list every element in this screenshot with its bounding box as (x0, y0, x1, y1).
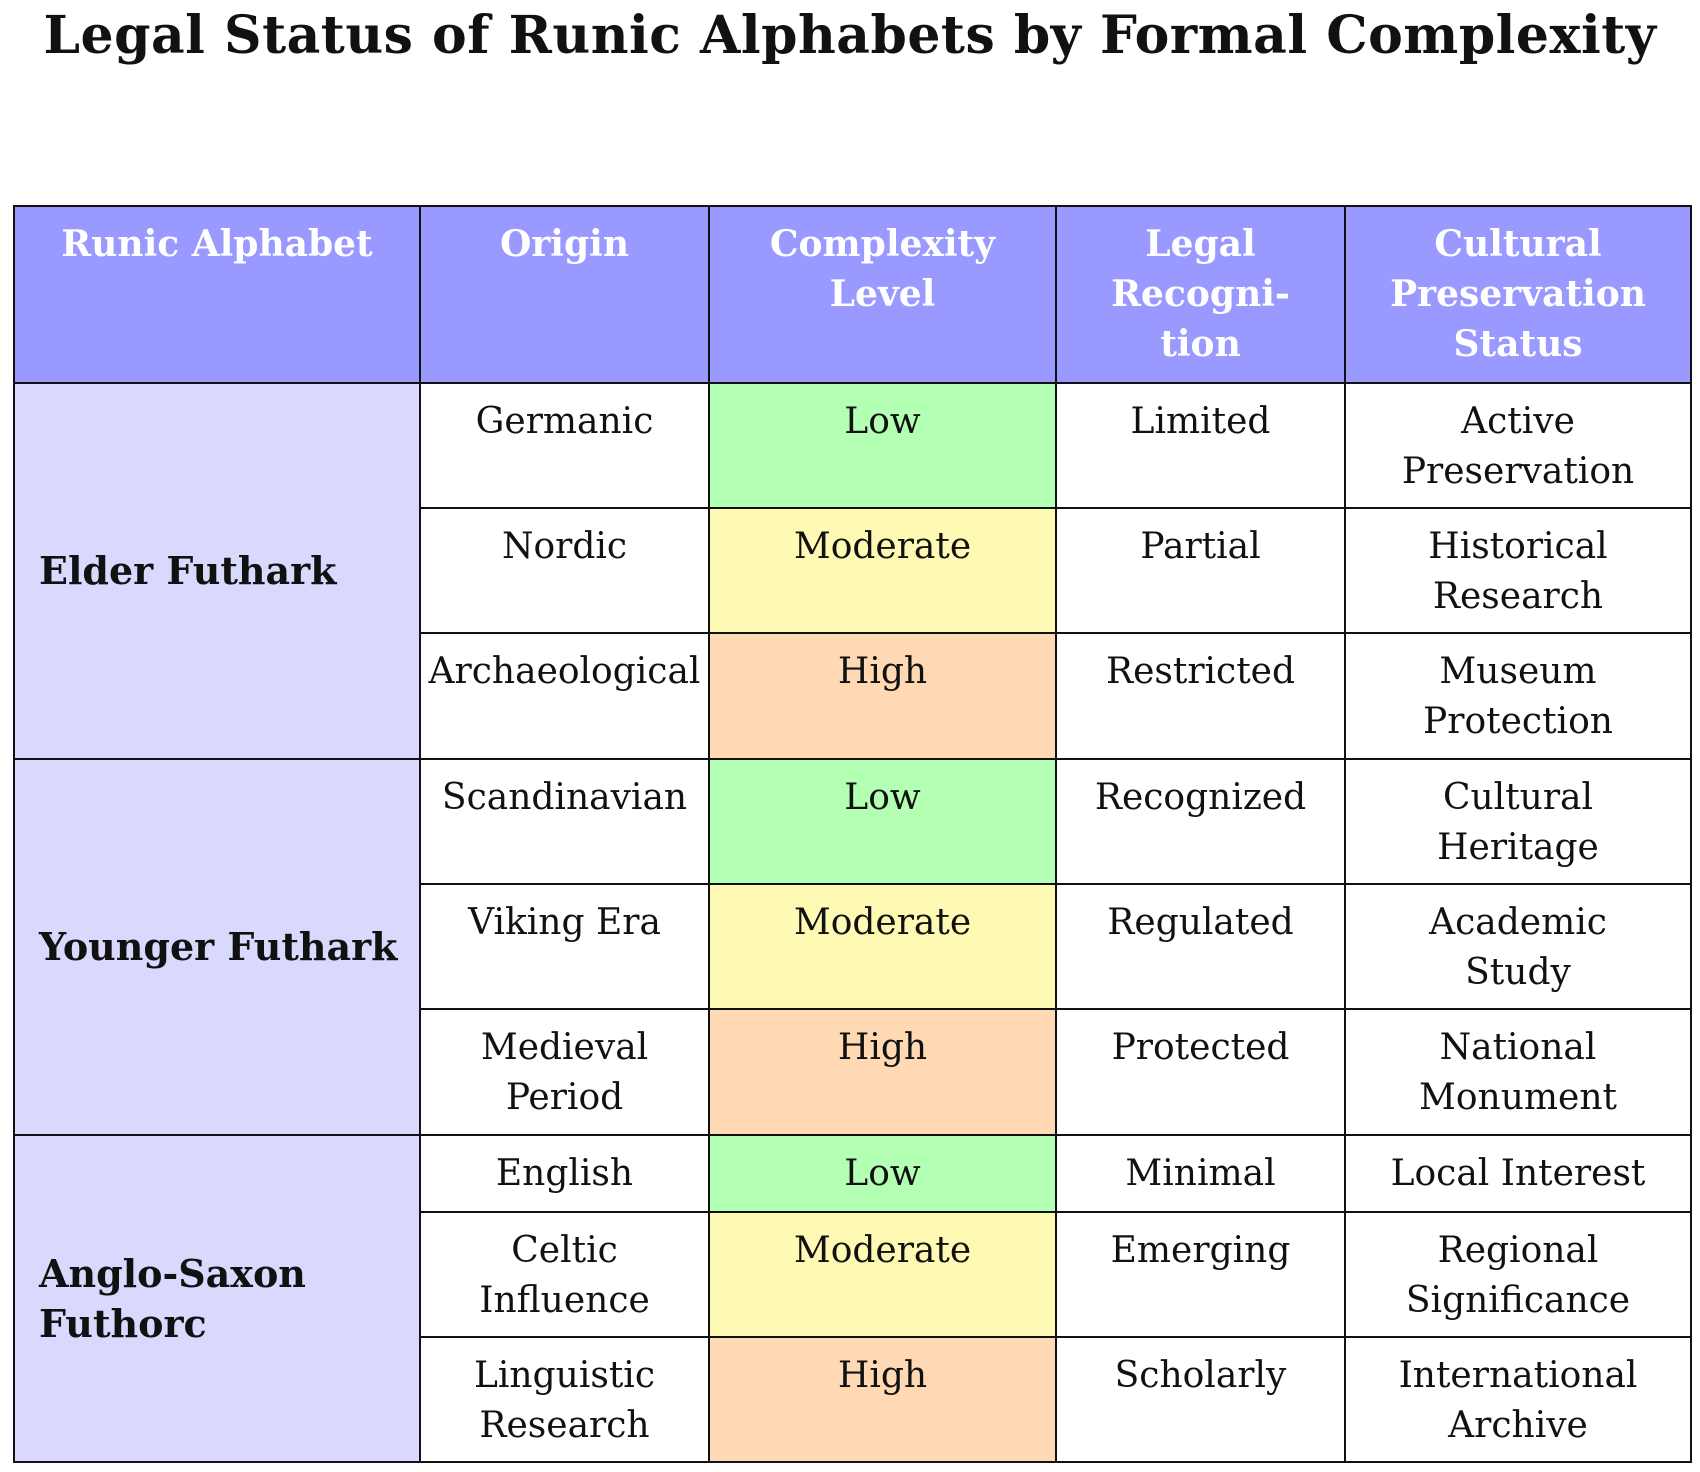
complexity-cell: Moderate (708, 883, 1057, 1010)
complexity-cell: High (708, 1336, 1057, 1463)
page-title: Legal Status of Runic Alphabets by Forma… (43, 5, 1657, 66)
group-label: Younger Futhark (13, 758, 421, 1136)
group-label: Anglo-Saxon Futhorc (13, 1134, 421, 1463)
origin-cell: Viking Era (419, 883, 710, 1010)
cultural-status-cell: Historical Research (1344, 507, 1692, 634)
complexity-cell: High (708, 632, 1057, 760)
cultural-status-cell: Cultural Heritage (1344, 758, 1692, 885)
complexity-cell: Low (708, 1134, 1057, 1213)
cultural-status-cell: Local Interest (1344, 1134, 1692, 1213)
table-row: Nordic Moderate Partial Historical Resea… (14, 507, 1692, 634)
complexity-cell: Low (708, 758, 1057, 885)
header-origin: Origin (419, 205, 710, 384)
cultural-status-cell: Museum Protection (1344, 632, 1692, 760)
legal-recognition-cell: Partial (1055, 507, 1346, 634)
cultural-status-cell: International Archive (1344, 1336, 1692, 1463)
legal-recognition-cell: Scholarly (1055, 1336, 1346, 1463)
header-legal-recognition: Legal Recogni- tion (1055, 205, 1346, 384)
complexity-cell: High (708, 1008, 1057, 1136)
origin-cell: Linguistic Research (419, 1336, 710, 1463)
table-row: Anglo-Saxon Futhorc English Low Minimal … (13, 1134, 1692, 1463)
origin-cell: Nordic (419, 507, 710, 634)
header-complexity-level: Complexity Level (708, 205, 1057, 384)
legal-recognition-cell: Protected (1055, 1008, 1346, 1136)
legal-recognition-cell: Emerging (1055, 1211, 1346, 1338)
cultural-status-cell: Regional Significance (1344, 1211, 1692, 1338)
table-row: Younger Futhark Scandinavian Low Recogni… (13, 758, 1692, 1136)
table-row: Celtic Influence Moderate Emerging Regio… (14, 1211, 1692, 1338)
cultural-status-cell: Academic Study (1344, 883, 1692, 1010)
table-row: Medieval Period High Protected National … (14, 1008, 1692, 1136)
origin-cell: Germanic (419, 382, 710, 509)
legal-recognition-cell: Limited (1055, 382, 1346, 509)
cultural-status-cell: Active Preservation (1344, 382, 1692, 509)
header-runic-alphabet: Runic Alphabet (13, 205, 421, 384)
origin-cell: Medieval Period (419, 1008, 710, 1136)
legal-recognition-cell: Minimal (1055, 1134, 1346, 1213)
complexity-cell: Moderate (708, 1211, 1057, 1338)
group-label: Elder Futhark (13, 382, 421, 760)
header-cultural-preservation-status: Cultural Preservation Status (1344, 205, 1692, 384)
table-row: Viking Era Moderate Regulated Academic S… (14, 883, 1692, 1010)
cultural-status-cell: National Monument (1344, 1008, 1692, 1136)
runic-status-table: Runic Alphabet Origin Complexity Level L… (13, 205, 1692, 1463)
table-header-row: Runic Alphabet Origin Complexity Level L… (13, 205, 1692, 384)
table-row: Elder Futhark Germanic Low Limited Activ… (13, 382, 1692, 760)
origin-cell: English (419, 1134, 710, 1213)
legal-recognition-cell: Restricted (1055, 632, 1346, 760)
origin-cell: Archaeological (419, 632, 710, 760)
legal-recognition-cell: Regulated (1055, 883, 1346, 1010)
legal-recognition-cell: Recognized (1055, 758, 1346, 885)
complexity-cell: Moderate (708, 507, 1057, 634)
origin-cell: Scandinavian (419, 758, 710, 885)
table-row: Linguistic Research High Scholarly Inter… (14, 1336, 1692, 1463)
complexity-cell: Low (708, 382, 1057, 509)
origin-cell: Celtic Influence (419, 1211, 710, 1338)
table-row: Archaeological High Restricted Museum Pr… (14, 632, 1692, 760)
